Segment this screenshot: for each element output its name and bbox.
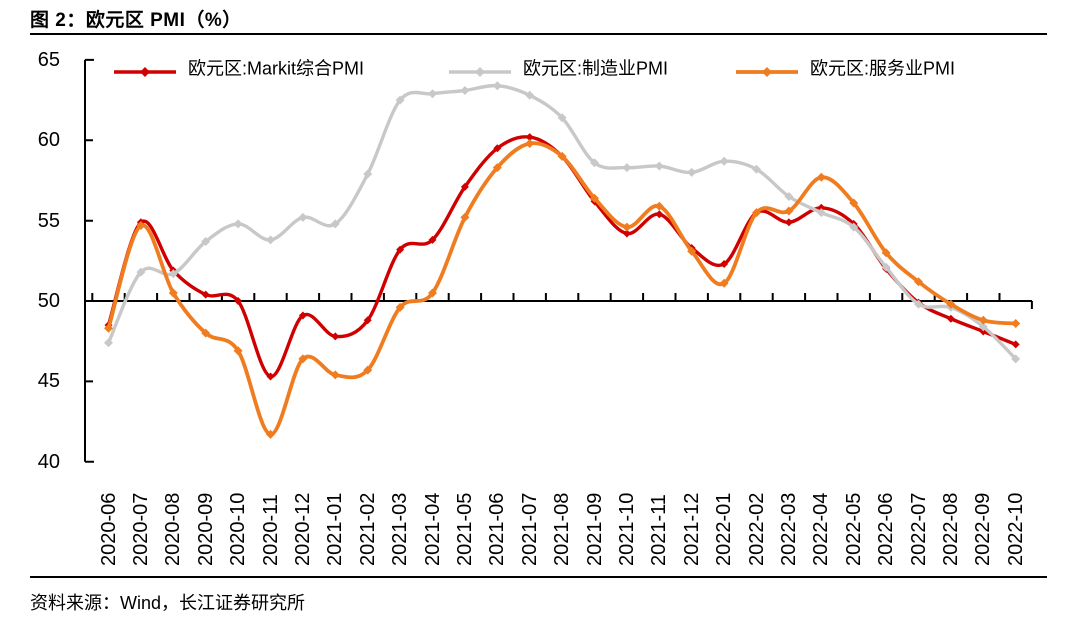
x-tick-label: 2021-01 (324, 492, 346, 566)
x-tick-label: 2022-10 (1005, 492, 1027, 566)
source-divider (30, 576, 1047, 578)
x-tick-label: 2020-10 (227, 492, 249, 566)
axis-lines (84, 58, 1033, 463)
x-tick-label: 2021-05 (454, 492, 476, 566)
x-tick-label: 2020-12 (292, 492, 314, 566)
y-tick-label: 55 (37, 210, 60, 232)
x-tick-label: 2022-02 (746, 492, 768, 566)
x-tick-label: 2022-09 (972, 492, 994, 566)
x-tick-label: 2020-07 (130, 492, 152, 566)
x-tick-label: 2020-06 (98, 492, 120, 566)
x-tick-label: 2022-04 (810, 492, 832, 566)
x-tick-label: 2022-07 (908, 492, 930, 566)
series-line-2 (106, 141, 1018, 437)
legend-label: 欧元区:Markit综合PMI (188, 58, 365, 79)
legend-item-services: 欧元区:服务业PMI (735, 55, 955, 79)
x-tick-label: 2021-03 (389, 492, 411, 566)
x-tick-label: 2020-08 (162, 492, 184, 566)
x-tick-label: 2021-10 (616, 492, 638, 566)
legend-item-manufacturing: 欧元区:制造业PMI (448, 55, 668, 79)
legend-line-marker-icon (113, 61, 177, 78)
x-tick-label: 2021-11 (648, 494, 670, 566)
y-tick-label: 60 (37, 129, 60, 151)
y-tick-label: 45 (37, 370, 60, 392)
figure-title: 图 2：欧元区 PMI（%） (30, 10, 242, 31)
y-tick-label: 40 (37, 451, 60, 473)
x-tick-label: 2022-05 (843, 492, 865, 566)
legend-item-composite: 欧元区:Markit综合PMI (113, 55, 364, 79)
x-tick-label: 2020-09 (195, 492, 217, 566)
x-tick-label: 2022-06 (875, 492, 897, 566)
series-markers-0 (104, 133, 1020, 381)
source-note: 资料来源：Wind，长江证券研究所 (30, 593, 306, 613)
legend-label: 欧元区:服务业PMI (810, 58, 956, 79)
y-tick-label: 50 (37, 290, 60, 312)
y-tick-label: 65 (37, 49, 60, 71)
x-tick-label: 2022-03 (778, 492, 800, 566)
x-tick-label: 2022-08 (940, 492, 962, 566)
x-tick-label: 2020-11 (260, 494, 282, 566)
legend-line-marker-icon (735, 61, 799, 78)
title-divider (30, 33, 1047, 35)
x-tick-label: 2021-06 (486, 492, 508, 566)
x-tick-label: 2021-12 (681, 492, 703, 566)
x-tick-label: 2022-01 (713, 492, 735, 566)
x-tick-label: 2021-09 (584, 492, 606, 566)
x-tick-label: 2021-04 (422, 492, 444, 566)
series-markers-1 (104, 81, 1021, 364)
x-tick-label: 2021-07 (519, 492, 541, 566)
legend-line-marker-icon (448, 61, 512, 78)
legend-label: 欧元区:制造业PMI (523, 58, 669, 79)
x-tick-label: 2021-02 (357, 492, 379, 566)
x-tick-label: 2021-08 (551, 492, 573, 566)
series-markers-2 (104, 139, 1021, 439)
